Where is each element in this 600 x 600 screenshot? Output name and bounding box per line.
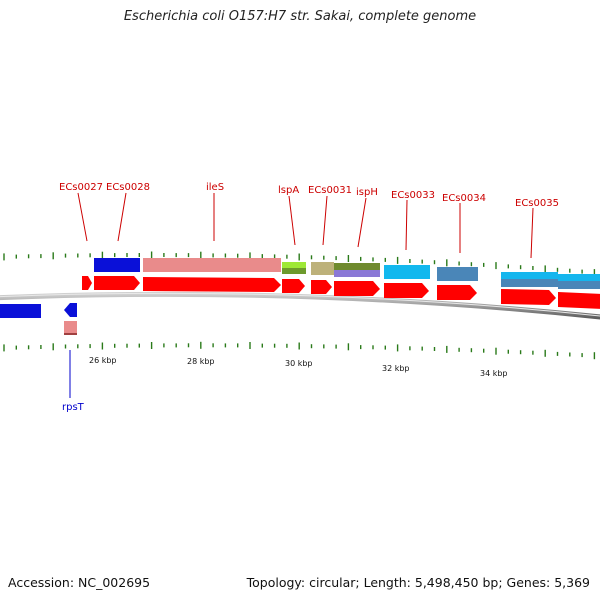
gene-label[interactable]: ECs0027 [59,182,103,193]
ruler-labels: 26 kbp 28 kbp 30 kbp 32 kbp 34 kbp [89,356,508,378]
genome-backbone-highlight [0,292,600,317]
feature-block-steel-2[interactable] [501,279,558,287]
cds-arrow[interactable] [334,281,380,296]
rpsT-block[interactable] [64,321,77,335]
feature-block-cyan[interactable] [384,265,430,279]
ruler-label: 26 kbp [89,356,117,365]
gene-label[interactable]: ECs0035 [515,198,559,209]
leader-lspA [288,195,296,246]
leader-ECs0031 [322,195,328,246]
rpsT-arrow[interactable] [64,303,77,317]
ruler-label: 32 kbp [382,364,410,373]
leader-ECs0035 [530,207,534,259]
gene-labels: ECs0027 ECs0028 ileS lspA ECs0031 ispH E… [59,182,559,413]
gene-label[interactable]: ispH [356,187,378,198]
cds-arrow[interactable] [311,280,332,294]
gene-label[interactable]: ileS [206,182,224,193]
feature-block-pink[interactable] [143,258,281,272]
gene-label[interactable]: ECs0031 [308,185,352,196]
feature-block-blue-reverse[interactable] [0,304,41,318]
cds-arrow[interactable] [384,283,429,298]
gene-label-leaders [69,192,534,398]
genome-backbone [0,291,600,320]
gene-label[interactable]: lspA [278,185,299,196]
feature-block-steel[interactable] [437,267,478,281]
cds-arrow[interactable] [282,279,305,293]
genome-summary: Topology: circular; Length: 5,498,450 bp… [246,575,590,590]
feature-block-lavender[interactable] [334,270,380,277]
leader-ECs0027 [77,192,88,242]
ruler-label: 28 kbp [187,357,215,366]
cds-arrow[interactable] [143,277,281,292]
cds-arrow[interactable] [82,276,92,290]
cds-arrow[interactable] [558,292,600,309]
gene-label-reverse[interactable]: rpsT [62,402,85,413]
leader-ispH [357,197,367,248]
rpsT-block-shadow [64,333,77,335]
feature-track-reverse [0,303,77,335]
gene-label[interactable]: ECs0034 [442,193,486,204]
cds-arrow[interactable] [94,276,140,290]
feature-block-cyan-2[interactable] [501,272,558,279]
gene-label[interactable]: ECs0028 [106,182,150,193]
feature-track-upper [94,258,600,289]
cds-arrow[interactable] [501,289,556,305]
leader-ECs0028 [117,192,127,242]
cds-arrow[interactable] [437,285,477,300]
feature-block-blue[interactable] [94,258,140,272]
feature-block-steel-3[interactable] [558,281,600,289]
feature-block-lime[interactable] [282,262,306,268]
accession-label: Accession: NC_002695 [8,575,151,590]
gene-label[interactable]: ECs0033 [391,190,435,201]
feature-block-olive[interactable] [282,268,306,274]
map-title: Escherichia coli O157:H7 str. Sakai, com… [123,9,477,24]
feature-block-khaki[interactable] [311,262,334,275]
ruler-label: 34 kbp [480,369,508,378]
feature-block-cyan-3[interactable] [558,274,600,281]
ruler-label: 30 kbp [285,359,313,368]
feature-block-darkolive[interactable] [334,263,380,270]
leader-ECs0033 [405,199,408,251]
cds-arrow-track [82,276,600,309]
gc-skew-ticks-lower [3,341,596,360]
